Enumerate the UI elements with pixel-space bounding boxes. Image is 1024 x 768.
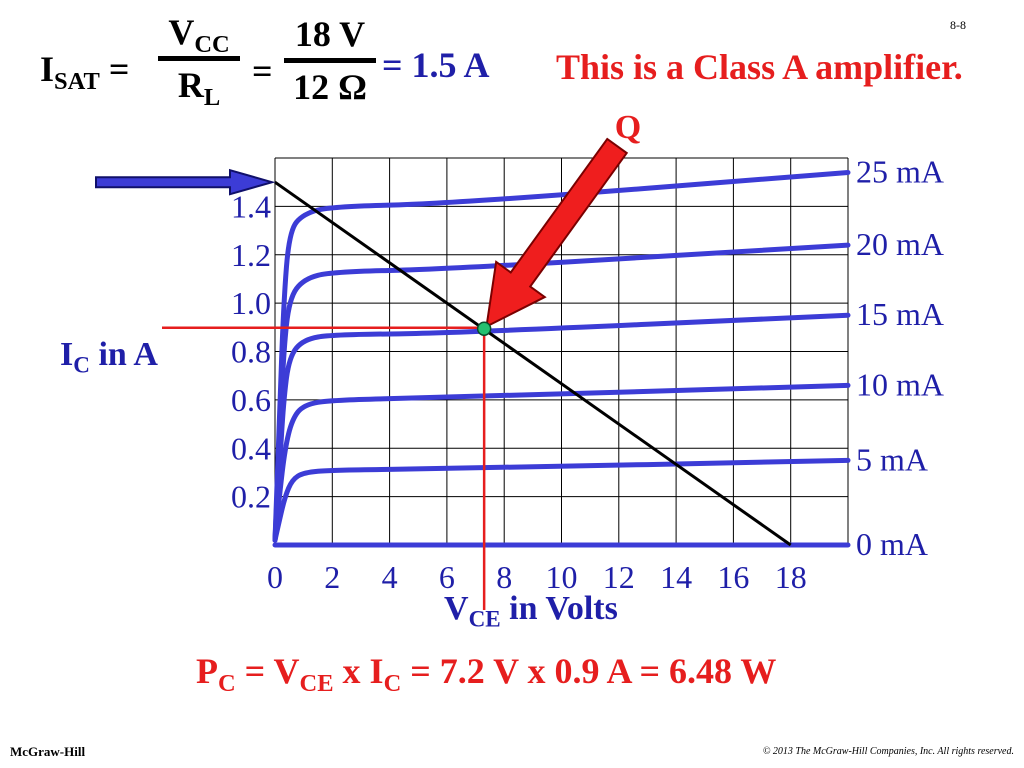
curve-label-0: 0 mA [856, 526, 928, 562]
fraction-bar [284, 58, 376, 63]
curve-label-4: 20 mA [856, 226, 944, 262]
y-tick-label: 1.0 [231, 285, 271, 321]
x-tick-label: 8 [496, 559, 512, 595]
y-tick-label: 0.6 [231, 382, 271, 418]
power-formula: PC = VCE x IC = 7.2 V x 0.9 A = 6.48 W [196, 651, 777, 697]
y-tick-label: 0.8 [231, 334, 271, 370]
class-a-note: This is a Class A amplifier. [556, 47, 963, 87]
18v-over-12ohm-fraction: 18 V 12 Ω [284, 14, 376, 107]
equals-sign: = [252, 51, 273, 91]
copyright-footer: © 2013 The McGraw-Hill Companies, Inc. A… [762, 746, 1014, 757]
y-tick-label: 0.4 [231, 430, 271, 466]
q-point-marker [476, 321, 492, 336]
x-tick-label: 14 [660, 559, 692, 595]
x-tick-label: 10 [546, 559, 578, 595]
x-tick-label: 6 [439, 559, 455, 595]
isat-result: = 1.5 A [382, 45, 490, 85]
x-tick-label: 4 [382, 559, 398, 595]
y-axis-label: IC in A [60, 336, 158, 379]
x-tick-label: 12 [603, 559, 635, 595]
fraction-bar [158, 56, 240, 61]
y-tick-label: 1.2 [231, 237, 271, 273]
curve-label-1: 5 mA [856, 441, 928, 477]
collector-curve-2 [272, 382, 851, 543]
curve-label-2: 10 mA [856, 366, 944, 402]
fraction-denominator: RL [177, 65, 221, 111]
collector-curves [272, 170, 851, 548]
q-pointer-arrow-icon [485, 137, 629, 329]
load-line-group [274, 180, 792, 547]
fraction-numerator-value: 18 V [294, 14, 366, 54]
collector-curve-5 [272, 170, 851, 543]
publisher-footer: McGraw-Hill [10, 744, 86, 759]
isat-label: ISAT = [40, 49, 130, 95]
curve-labels: 0 mA 5 mA 10 mA 15 mA 20 mA 25 mA [856, 154, 944, 562]
curve-label-3: 15 mA [856, 296, 944, 332]
fraction-denominator-value: 12 Ω [293, 67, 367, 107]
x-tick-label: 2 [324, 559, 340, 595]
y-tick-label: 1.4 [231, 188, 271, 224]
collector-curve-1 [272, 457, 851, 543]
slide-number: 8-8 [950, 18, 966, 32]
fraction-numerator: VCC [168, 12, 230, 58]
load-line [274, 180, 792, 547]
x-tick-label: 18 [775, 559, 807, 595]
x-tick-label: 0 [267, 559, 283, 595]
tick-labels: 0 2 4 6 8 10 12 14 16 18 0.2 0.4 0.6 0.8 1.0 1.2 1.4 [231, 188, 807, 595]
x-tick-label: 16 [717, 559, 749, 595]
isat-arrow-icon [95, 168, 276, 196]
q-point-label: Q [615, 109, 641, 146]
x-axis-label: VCE in Volts [444, 590, 618, 633]
vcc-over-rl-fraction: VCC RL [158, 12, 240, 111]
annotations: Q [95, 109, 641, 610]
curve-label-5: 25 mA [856, 154, 944, 190]
y-tick-label: 0.2 [231, 479, 271, 515]
